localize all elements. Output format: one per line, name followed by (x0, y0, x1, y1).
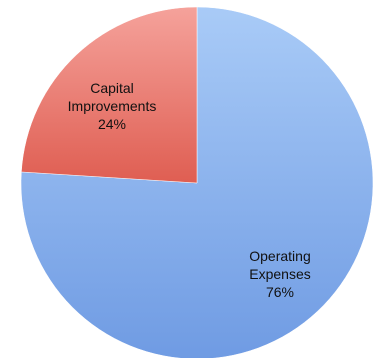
pie-labels: Operating Expenses 76% Capital Improvements 2… (68, 80, 311, 300)
pie-slice-capital-improvements (21, 6, 198, 184)
slice-label-line: Improvements (68, 98, 157, 114)
slice-percent: 24% (98, 116, 126, 132)
slice-label-line: Expenses (249, 266, 310, 282)
slice-label-line: Operating (249, 248, 310, 264)
slice-label-line: Capital (90, 80, 134, 96)
pie-slices (20, 6, 373, 358)
slice-label-1: Capital Improvements 24% (68, 80, 157, 132)
pie-slice-operating-expenses (20, 6, 373, 358)
slice-percent: 76% (266, 284, 294, 300)
slice-label-0: Operating Expenses 76% (249, 248, 310, 300)
